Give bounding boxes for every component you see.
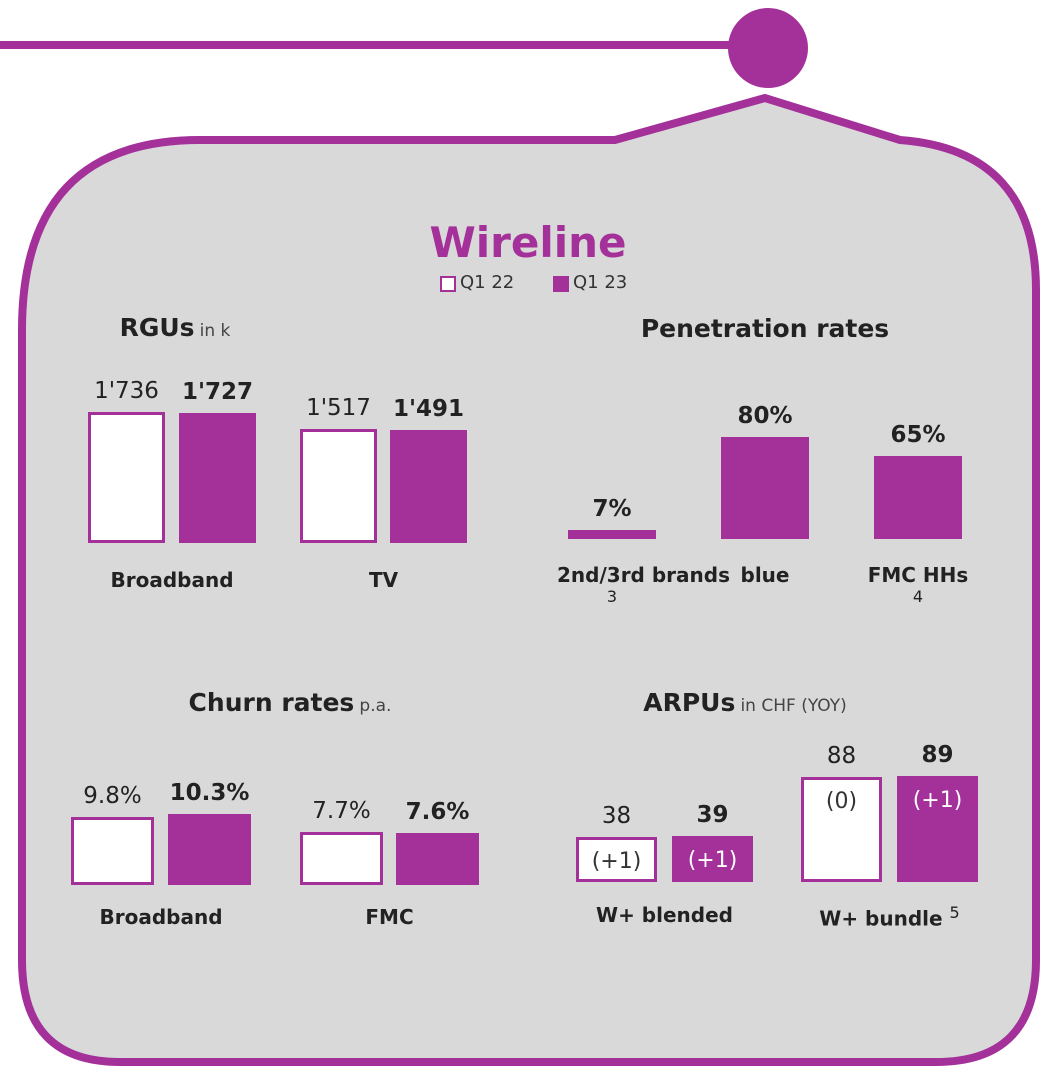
value-label: 1'517 [306,394,371,421]
value-label: 1'727 [181,378,254,405]
legend-label: Q1 23 [573,272,628,293]
change-label: (+1) [591,848,642,874]
category-label: W+ blended [565,903,765,927]
legend-label: Q1 22 [460,272,515,293]
change-label: (+1) [912,788,963,813]
bar [576,836,657,882]
header-dot [728,8,808,88]
value-label: 7.7% [312,797,371,824]
chart-title-text: Churn rates [188,688,355,717]
category-text: 2nd/3rd brands [557,563,730,587]
chart-title: Penetration rates [641,314,889,343]
category-text: W+ bundle [819,906,943,931]
chart-title-text: RGUs [119,313,195,342]
chart-subtitle: p.a. [359,696,392,716]
chart-title-text: ARPUs [643,688,736,717]
category-label: blue [710,563,820,587]
change-label: (+1) [687,847,738,873]
bar [300,831,383,885]
value-label: 10.3% [169,780,250,806]
chart-title: Churn rates p.a. [189,688,392,717]
value-label: 7% [592,496,632,523]
category-text: FMC [365,905,414,929]
category-text: TV [368,568,399,592]
value-label: 39 [696,801,729,828]
bar [390,430,467,543]
chart-title: ARPUs in CHF (YOY) [643,688,847,717]
category-text: Broadband [110,568,234,592]
bar [88,412,165,543]
chart-title: RGUs in k [120,313,231,342]
bar [300,428,377,543]
change-label: (0) [825,789,858,815]
category-text: blue [740,563,790,587]
bar [801,777,882,882]
bar [568,530,656,539]
panel [18,93,1040,1066]
legend-swatch [440,276,456,292]
category-label: W+ bundle 5 [790,903,990,931]
legend-swatch [553,276,569,292]
value-label: 9.8% [83,783,142,810]
footnote: 4 [912,587,924,606]
category-label: FMC [290,905,490,929]
footnote: 5 [949,903,960,922]
category-text: Broadband [99,905,223,929]
category-text: W+ blended [596,903,733,927]
bar [179,412,256,543]
bar [721,437,809,539]
category-label: TV [284,568,484,592]
value-label: 7.6% [405,798,470,825]
bar [71,817,154,885]
bar [672,835,753,882]
chart-subtitle: in CHF (YOY) [740,696,847,716]
footnote: 3 [606,587,618,606]
chart-title-text: Penetration rates [640,314,890,343]
title: Wireline [429,218,627,267]
bar [874,456,962,539]
value-label: 88 [826,743,857,770]
category-label: Broadband [61,905,261,929]
value-label: 65% [890,422,946,449]
category-label: Broadband [72,568,272,592]
bar [168,814,251,885]
category-label: 2nd/3rd brands 3 [557,563,730,615]
value-label: 1'491 [392,396,465,423]
value-label: 38 [601,802,632,829]
category-label: FMC HHs 4 [863,563,973,615]
chart-subtitle: in k [199,321,231,341]
category-text: FMC HHs [867,563,969,587]
value-label: 80% [737,403,793,429]
bar [396,832,479,885]
value-label: 89 [921,742,954,768]
bar [897,776,978,882]
value-label: 1'736 [94,378,159,404]
